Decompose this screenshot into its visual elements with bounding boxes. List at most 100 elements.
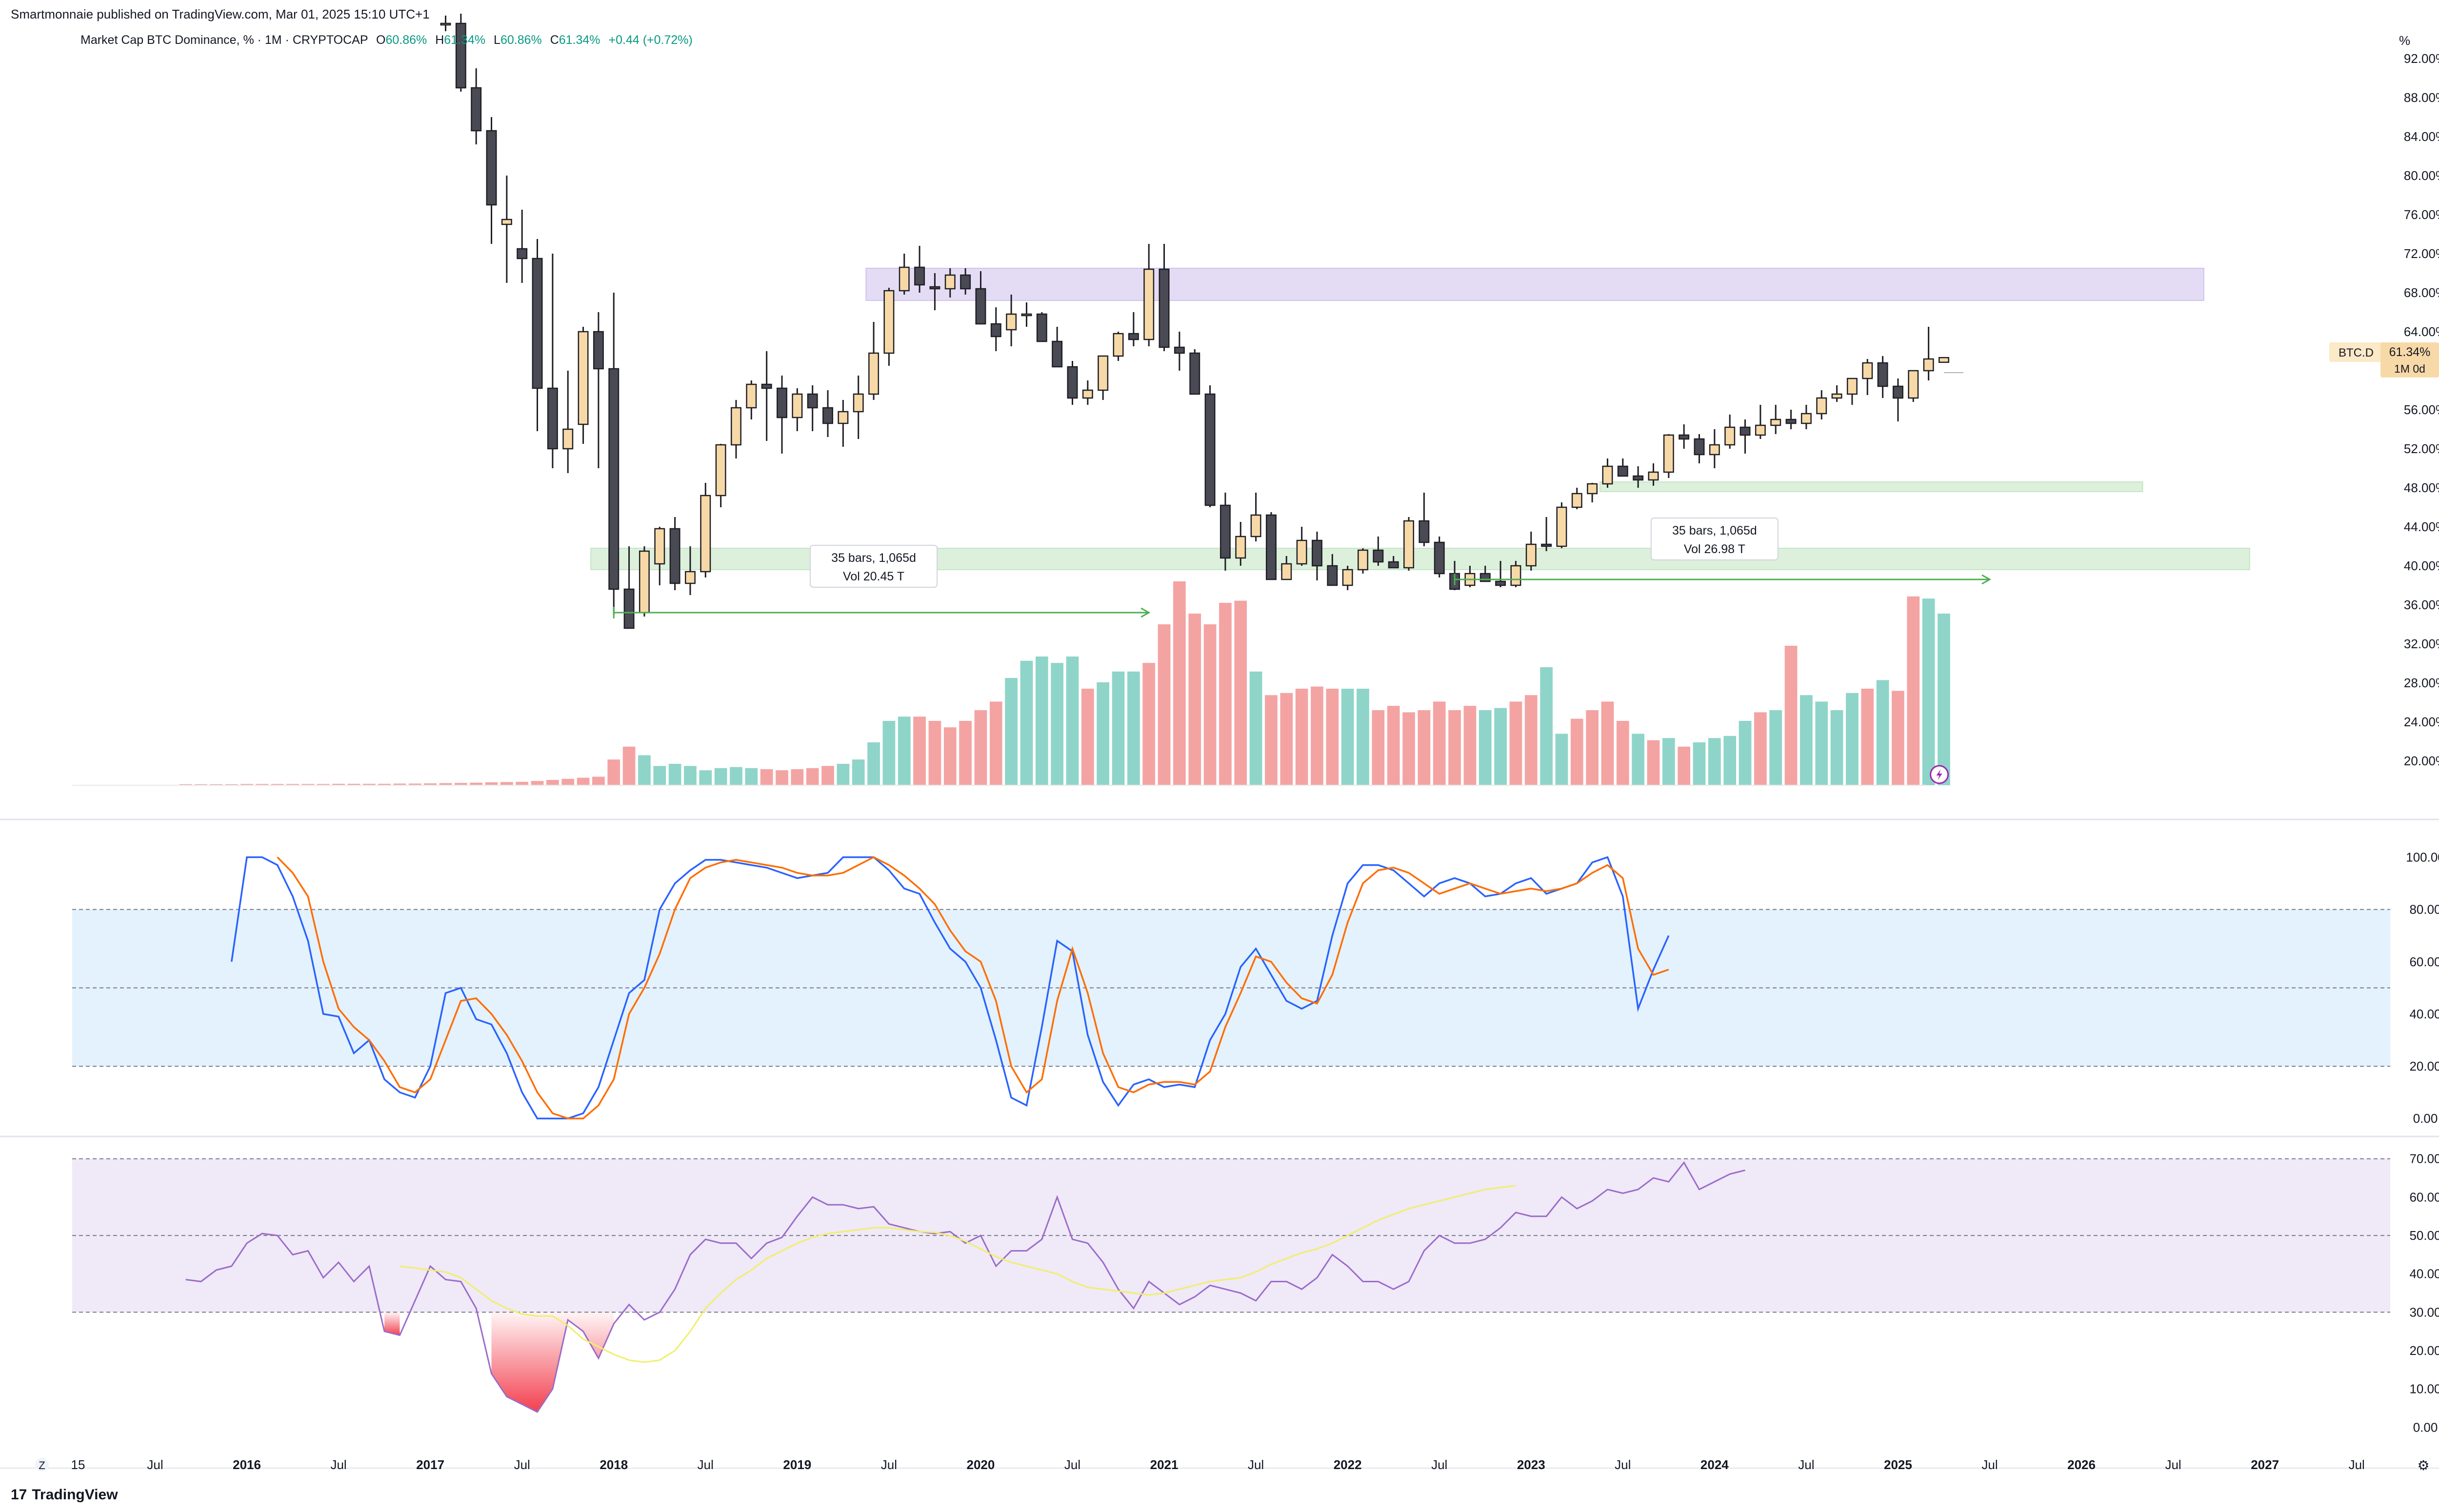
candle	[1785, 418, 1797, 424]
candle	[1525, 543, 1537, 567]
current-price-value: 61.34%	[2389, 345, 2431, 359]
timezone-button[interactable]	[35, 1458, 49, 1472]
rsi-ma-line	[400, 1185, 1516, 1363]
time-tick-label: Jul	[1064, 1457, 1080, 1472]
measure-arrow-icon	[1140, 607, 1151, 618]
volume-bar	[989, 701, 1002, 785]
rsi-tick-label: 70.00	[2409, 1152, 2439, 1166]
volume-bar	[684, 766, 697, 785]
candle	[1892, 385, 1903, 399]
volume-bar	[1295, 689, 1308, 785]
candle	[1281, 563, 1292, 580]
volume-bar	[1815, 701, 1828, 785]
measure-label-bars: 35 bars, 1,065d	[1672, 524, 1757, 537]
volume-bar	[1922, 598, 1935, 785]
candle	[1587, 483, 1598, 495]
candle	[547, 387, 558, 450]
volume-bar	[1112, 671, 1125, 785]
volume-bar	[210, 784, 223, 785]
volume-bar	[1800, 695, 1813, 785]
candle	[1235, 536, 1246, 559]
candle	[761, 383, 772, 389]
candle	[455, 22, 466, 89]
price-tick-label: 44.00%	[2404, 519, 2439, 534]
tradingview-brand[interactable]: 17 TradingView	[11, 1487, 118, 1503]
candle	[1755, 424, 1766, 436]
legend-high-label: H	[435, 33, 444, 47]
candle	[1098, 355, 1109, 391]
volume-bar	[1907, 596, 1920, 785]
time-tick-label: Jul	[514, 1457, 530, 1472]
bar-countdown: 1M 0d	[2394, 362, 2425, 375]
volume-bar	[867, 742, 880, 785]
candle	[1006, 313, 1017, 331]
volume-bar	[577, 777, 590, 785]
volume-bar	[1616, 721, 1629, 785]
timezone-icon: Z	[39, 1459, 45, 1472]
time-tick-label: Jul	[881, 1457, 897, 1472]
measure-label-bars: 35 bars, 1,065d	[831, 551, 916, 565]
time-tick-label: 2019	[783, 1457, 811, 1472]
candle	[715, 444, 726, 497]
candle	[1388, 561, 1399, 569]
candle	[593, 331, 604, 370]
price-axes[interactable]: 20.00% 24.00% 28.00% 32.00% 36.00% 40.00% 44.0…	[2329, 33, 2439, 1434]
volume-bar	[943, 727, 957, 785]
candle	[1495, 580, 1506, 586]
volume-bars	[72, 581, 1950, 786]
candle	[1265, 514, 1277, 580]
volume-bar	[546, 780, 559, 785]
volume-bar	[1020, 660, 1033, 785]
volume-bar	[378, 783, 391, 785]
candle	[1617, 465, 1628, 477]
volume-bar	[1035, 657, 1048, 785]
rsi-tick-label: 40.00	[2409, 1267, 2439, 1281]
volume-bar	[1387, 706, 1400, 785]
volume-bar	[1158, 624, 1171, 785]
candle	[501, 219, 512, 225]
time-tick-label: Jul	[2349, 1457, 2365, 1472]
candle	[669, 528, 680, 584]
candle	[746, 383, 757, 409]
rsi-tick-label: 0.00	[2413, 1420, 2438, 1434]
price-axis-unit: %	[2399, 33, 2410, 48]
legend-symbol[interactable]: Market Cap BTC Dominance, % · 1M · CRYPT…	[80, 33, 368, 47]
candle	[1067, 366, 1078, 399]
stoch-tick-label: 0.00	[2413, 1111, 2438, 1126]
volume-bar	[638, 755, 651, 785]
candle	[1358, 549, 1368, 571]
time-tick-label: Jul	[698, 1457, 714, 1472]
volume-bar	[1402, 712, 1415, 785]
volume-bar	[1524, 695, 1538, 785]
rsi-oversold-fill	[384, 1312, 400, 1335]
legend-close-label: C	[550, 33, 559, 47]
candle	[1113, 333, 1124, 357]
candle	[1846, 378, 1858, 395]
candle	[578, 331, 589, 425]
legend-change: +0.44 (+0.72%)	[608, 33, 693, 47]
candle	[1143, 268, 1155, 340]
candle	[1296, 539, 1307, 565]
time-axis[interactable]: 15 Jul 2016 Jul 2017 Jul 2018 Jul 2019 Jul 2020 Jul…	[35, 1457, 2430, 1473]
candle	[1724, 426, 1736, 446]
volume-bar	[1219, 603, 1232, 785]
candle	[1862, 362, 1873, 379]
candle	[1556, 506, 1567, 547]
candle	[1541, 543, 1552, 547]
volume-bar	[470, 782, 483, 785]
settings-gear-icon[interactable]: ⚙	[2417, 1458, 2429, 1473]
rsi-tick-label: 10.00	[2409, 1382, 2439, 1396]
volume-bar	[1081, 689, 1094, 785]
candle	[1128, 333, 1139, 340]
support-upper-zone	[1599, 481, 2143, 492]
volume-bar	[1586, 710, 1599, 785]
price-tick-label: 36.00%	[2404, 597, 2439, 612]
candle	[1694, 438, 1705, 456]
candle	[792, 393, 803, 418]
price-tick-label: 24.00%	[2404, 715, 2439, 729]
time-tick-label: Jul	[147, 1457, 163, 1472]
volume-bar	[561, 778, 575, 785]
overlays	[1930, 765, 1949, 784]
volume-bar	[821, 766, 834, 785]
